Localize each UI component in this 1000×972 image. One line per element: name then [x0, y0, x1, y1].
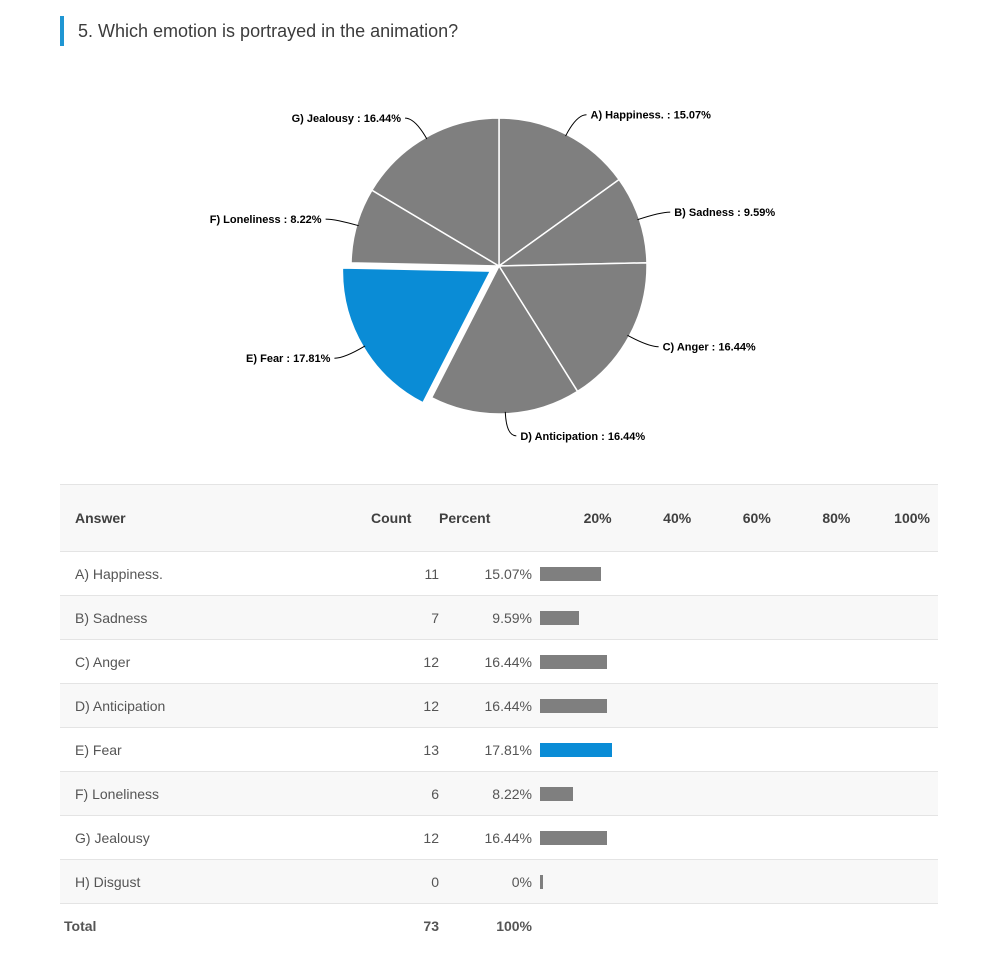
- pie-label-connector: [405, 117, 428, 140]
- percent-bar: [540, 654, 607, 669]
- total-count: 73: [423, 917, 439, 934]
- table-row: E) Fear 13 17.81%: [60, 727, 938, 772]
- scale-tick-label: 40%: [663, 510, 692, 526]
- total-row: Total 73 100%: [60, 904, 938, 948]
- bar-cell: [540, 815, 938, 860]
- pie-label: E) Fear : 17.81%: [246, 353, 331, 365]
- scale-tick-label: 60%: [742, 510, 771, 526]
- answer-cell: H) Disgust: [60, 859, 371, 904]
- percent-column-header: Percent: [439, 484, 540, 552]
- pie-label-connector: [325, 218, 359, 227]
- count-cell[interactable]: 7: [371, 595, 439, 640]
- pie-label-connector: [637, 211, 671, 221]
- count-cell[interactable]: 6: [371, 771, 439, 816]
- count-cell[interactable]: 12: [371, 639, 439, 684]
- table-row: D) Anticipation 12 16.44%: [60, 683, 938, 728]
- percent-bar: [540, 698, 607, 713]
- total-percent: 100%: [496, 917, 532, 934]
- scale-tick-label: 100%: [894, 510, 930, 526]
- count-column-header: Count: [371, 484, 439, 552]
- scale-column-header: 20% 40% 60% 80% 100%: [540, 484, 938, 552]
- percent-bar: [540, 566, 602, 581]
- table-row: G) Jealousy 12 16.44%: [60, 815, 938, 860]
- bar-cell: [540, 551, 938, 596]
- answer-cell: C) Anger: [60, 639, 371, 684]
- pie-label: G) Jealousy : 16.44%: [292, 113, 402, 125]
- percent-cell: 17.81%: [439, 727, 540, 772]
- answer-cell: G) Jealousy: [60, 815, 371, 860]
- table-header-row: Answer Count Percent 20% 40% 60% 80% 100…: [60, 484, 938, 552]
- answer-column-header: Answer: [60, 484, 371, 552]
- bar-cell: [540, 859, 938, 904]
- bar-cell: [540, 771, 938, 816]
- percent-bar: [540, 786, 574, 801]
- table-row: H) Disgust 0 0%: [60, 859, 938, 904]
- count-cell: 0: [371, 859, 439, 904]
- count-cell[interactable]: 11: [371, 551, 439, 596]
- percent-cell: 15.07%: [439, 551, 540, 596]
- percent-cell: 8.22%: [439, 771, 540, 816]
- answer-cell: D) Anticipation: [60, 683, 371, 728]
- pie-label: C) Anger : 16.44%: [663, 342, 756, 354]
- answer-cell: F) Loneliness: [60, 771, 371, 816]
- answer-cell: A) Happiness.: [60, 551, 371, 596]
- pie-label: F) Loneliness : 8.22%: [210, 214, 322, 226]
- question-title: 5. Which emotion is portrayed in the ani…: [60, 16, 458, 46]
- scale-tick-label: 20%: [583, 510, 612, 526]
- pie-label-connector: [627, 334, 659, 348]
- percent-bar: [540, 610, 579, 625]
- percent-cell: 0%: [439, 859, 540, 904]
- table-row: F) Loneliness 6 8.22%: [60, 771, 938, 816]
- percent-cell: 16.44%: [439, 683, 540, 728]
- pie-chart: A) Happiness. : 15.07% B) Sadness : 9.59%…: [210, 110, 776, 443]
- count-cell[interactable]: 13: [371, 727, 439, 772]
- pie-label: B) Sadness : 9.59%: [674, 207, 775, 219]
- scale-tick-label: 80%: [822, 510, 851, 526]
- answer-cell: E) Fear: [60, 727, 371, 772]
- bar-cell: [540, 683, 938, 728]
- pie-label-connector: [504, 411, 517, 437]
- percent-bar: [540, 830, 607, 845]
- percent-cell: 16.44%: [439, 815, 540, 860]
- percent-cell: 9.59%: [439, 595, 540, 640]
- table-row: A) Happiness. 11 15.07%: [60, 551, 938, 596]
- total-label: Total: [64, 917, 97, 934]
- percent-cell: 16.44%: [439, 639, 540, 684]
- table-row: B) Sadness 7 9.59%: [60, 595, 938, 640]
- count-cell[interactable]: 12: [371, 683, 439, 728]
- pie-label: A) Happiness. : 15.07%: [591, 110, 712, 122]
- percent-bar: [540, 742, 613, 757]
- pie-label-connector: [565, 114, 587, 137]
- count-cell[interactable]: 12: [371, 815, 439, 860]
- bar-cell: [540, 595, 938, 640]
- results-table: Answer Count Percent 20% 40% 60% 80% 100…: [60, 484, 938, 947]
- bar-cell: [540, 727, 938, 772]
- pie-label-connector: [334, 345, 366, 359]
- answer-cell: B) Sadness: [60, 595, 371, 640]
- table-row: C) Anger 12 16.44%: [60, 639, 938, 684]
- percent-bar: [540, 874, 543, 889]
- pie-label: D) Anticipation : 16.44%: [520, 431, 645, 443]
- bar-cell: [540, 639, 938, 684]
